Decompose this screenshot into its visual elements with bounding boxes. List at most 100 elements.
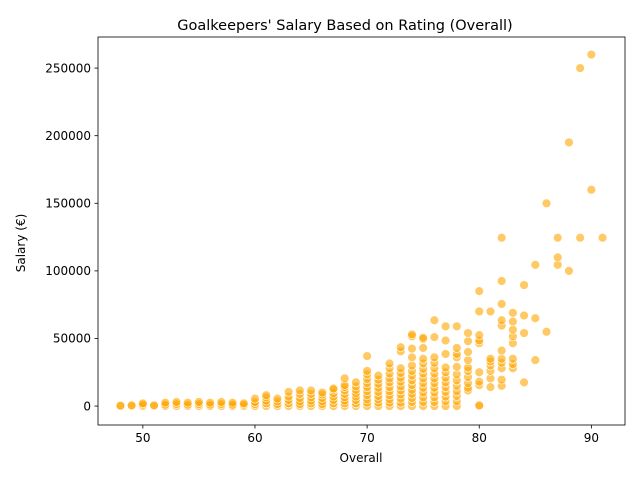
y-axis-label: Salary (€) <box>14 214 28 273</box>
data-point <box>530 355 540 365</box>
data-point <box>452 343 462 353</box>
data-point <box>429 315 440 325</box>
data-point <box>508 316 518 327</box>
data-point <box>138 398 148 409</box>
data-point <box>418 354 428 364</box>
data-point <box>227 397 238 408</box>
x-tick-label: 60 <box>247 431 262 445</box>
data-point <box>586 185 597 195</box>
data-point <box>418 343 428 353</box>
data-point <box>519 328 529 338</box>
data-point <box>575 63 585 73</box>
data-point <box>474 330 484 340</box>
data-point <box>407 329 417 340</box>
data-point <box>496 233 507 243</box>
data-point <box>553 233 563 243</box>
data-point <box>496 276 507 286</box>
data-point <box>239 398 249 409</box>
data-point <box>485 354 496 364</box>
x-tick-label: 90 <box>584 431 599 445</box>
data-point <box>519 310 529 321</box>
x-tick-label: 80 <box>472 431 487 445</box>
x-axis-label: Overall <box>340 451 383 465</box>
data-point <box>418 333 428 343</box>
data-point <box>530 260 540 270</box>
data-point <box>474 377 484 387</box>
data-point <box>508 308 518 318</box>
data-point <box>407 352 417 363</box>
data-point <box>440 362 451 373</box>
data-point <box>496 375 507 385</box>
data-point <box>384 358 395 369</box>
data-point <box>463 347 473 357</box>
data-point <box>283 387 294 397</box>
data-point <box>575 233 585 243</box>
y-tick-label: 250000 <box>45 61 91 75</box>
data-point <box>205 397 215 408</box>
chart-title: Goalkeepers' Salary Based on Rating (Ove… <box>177 18 512 34</box>
points-layer <box>115 49 608 411</box>
data-point <box>149 400 159 411</box>
data-point <box>553 252 563 263</box>
y-tick-label: 0 <box>83 399 91 413</box>
data-point <box>597 233 608 243</box>
data-point <box>519 377 529 388</box>
data-point <box>396 342 406 352</box>
data-point <box>474 286 484 296</box>
data-point <box>272 393 283 404</box>
data-point <box>474 306 484 317</box>
axes: 50 60 70 80 90 0 50000 100000 150000 200000 250000 <box>45 36 626 445</box>
data-point <box>339 373 350 384</box>
data-point <box>429 332 440 342</box>
data-point <box>261 390 271 400</box>
y-tick-label: 50000 <box>53 332 91 346</box>
data-point <box>407 343 417 354</box>
data-point <box>452 321 462 332</box>
data-point <box>362 366 372 376</box>
y-tick-label: 150000 <box>45 196 91 210</box>
data-point <box>463 336 473 346</box>
data-point <box>115 400 126 411</box>
data-point <box>407 360 417 371</box>
y-tick-label: 100000 <box>45 264 91 278</box>
data-point <box>452 362 462 372</box>
data-point <box>586 49 597 60</box>
data-point <box>496 345 507 356</box>
data-point <box>295 385 305 396</box>
data-point <box>362 351 372 361</box>
data-point <box>496 315 507 325</box>
data-point <box>541 198 552 208</box>
plot-frame <box>97 36 626 426</box>
data-point <box>306 385 316 396</box>
data-point <box>160 397 170 408</box>
data-point <box>351 377 361 388</box>
data-point <box>250 393 260 404</box>
data-point <box>440 349 451 359</box>
data-point <box>474 400 484 411</box>
data-point <box>508 354 518 364</box>
data-point <box>183 397 193 408</box>
data-point <box>328 383 339 394</box>
data-point <box>216 397 227 407</box>
data-point <box>496 354 507 364</box>
data-point <box>485 306 496 317</box>
data-point <box>463 355 473 365</box>
data-point <box>564 137 574 148</box>
data-point <box>463 328 473 338</box>
y-tick-label: 200000 <box>45 129 91 143</box>
data-point <box>564 266 574 276</box>
data-point <box>440 335 451 346</box>
data-point <box>373 370 384 381</box>
data-point <box>171 397 182 407</box>
data-point <box>429 352 440 363</box>
data-point <box>508 324 518 335</box>
data-point <box>317 387 327 398</box>
data-point <box>541 327 552 337</box>
data-point <box>519 280 529 290</box>
data-point <box>126 400 137 411</box>
data-point <box>474 367 484 377</box>
x-tick-label: 50 <box>135 431 150 445</box>
data-point <box>440 321 451 332</box>
